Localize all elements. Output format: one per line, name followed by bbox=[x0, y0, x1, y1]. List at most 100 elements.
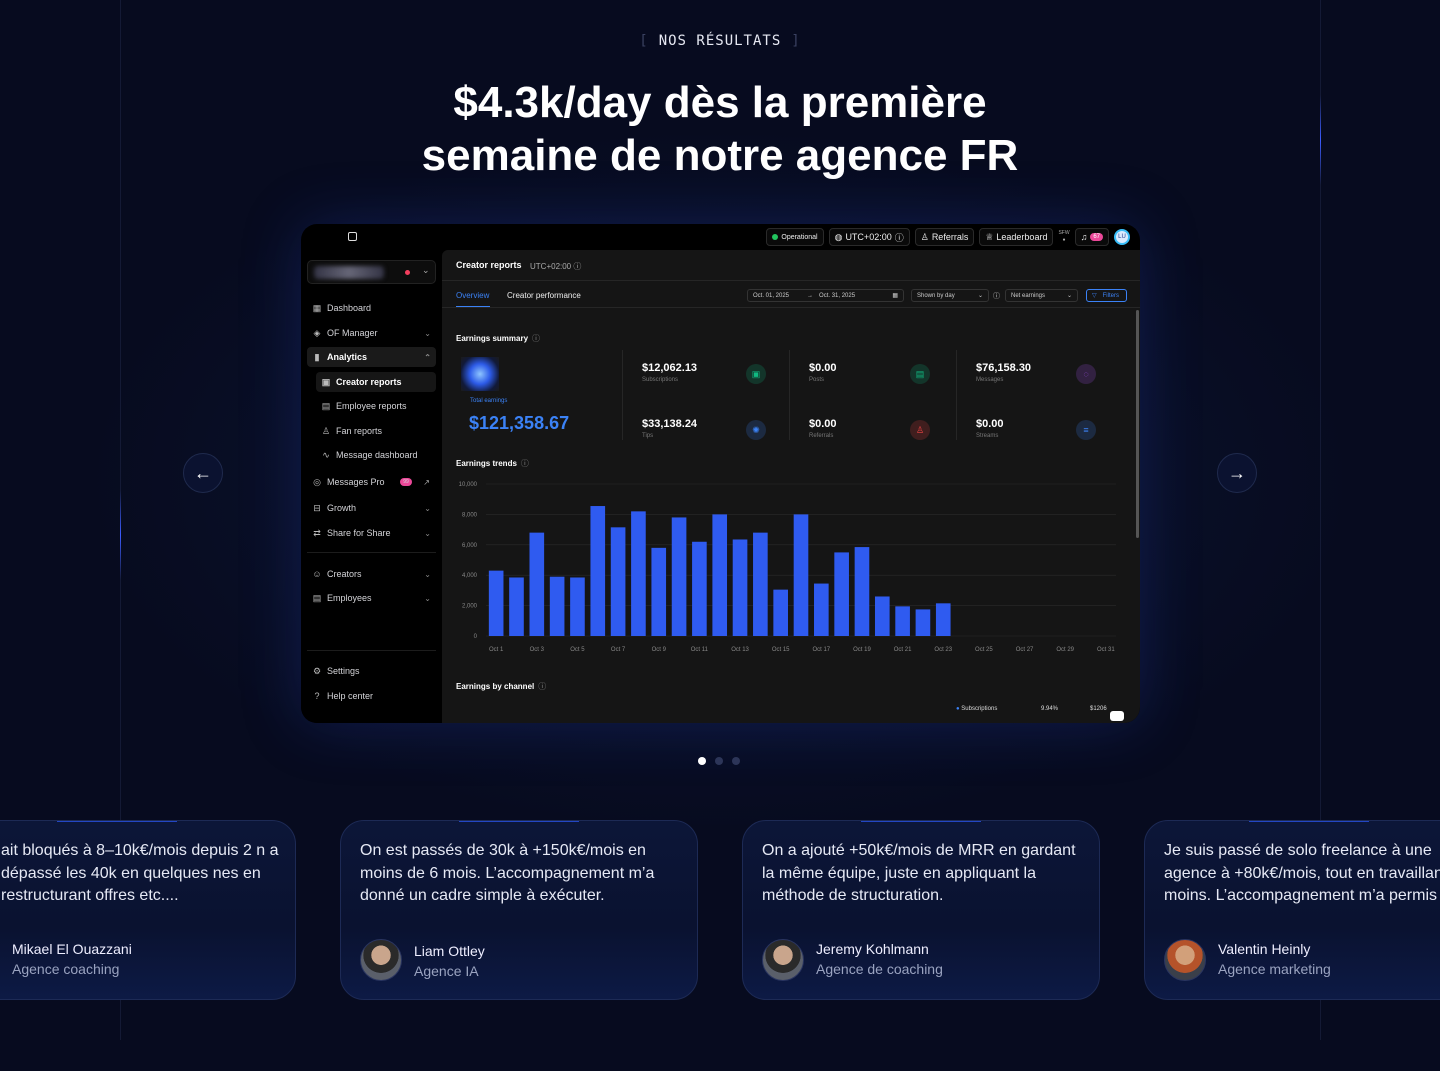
carousel-prev-button[interactable]: ← bbox=[183, 453, 223, 493]
bar[interactable] bbox=[692, 541, 707, 636]
bar[interactable] bbox=[651, 547, 667, 636]
testimonial-name: Mikael El Ouazzani bbox=[12, 941, 132, 957]
x-tick-label: Oct 7 bbox=[611, 647, 626, 653]
grid-line-left bbox=[120, 0, 121, 1040]
sidebar-item-share-for-share[interactable]: ⇄ Share for Share ⌄ bbox=[313, 527, 431, 539]
section-headline: $4.3k/day dès la première semaine de not… bbox=[421, 78, 1019, 180]
carousel-dot[interactable] bbox=[732, 757, 740, 765]
testimonial-role: Agence marketing bbox=[1218, 961, 1331, 977]
trophy-icon: ♕ bbox=[985, 231, 994, 242]
scrollbar[interactable] bbox=[1136, 310, 1139, 538]
sidebar-item-messages-pro[interactable]: ◎ Messages Pro 99 ↗ bbox=[313, 476, 430, 488]
kpi-label: Messages bbox=[976, 377, 1004, 383]
bar-chart-icon: ▮ bbox=[314, 351, 320, 362]
sidebar-item-dashboard[interactable]: ▦ Dashboard bbox=[312, 302, 372, 314]
y-tick-label: 6,000 bbox=[462, 543, 478, 549]
bar[interactable] bbox=[753, 532, 768, 636]
bar[interactable] bbox=[834, 552, 849, 636]
activity-icon: ∿ bbox=[322, 449, 330, 460]
earnings-trends-title: Earnings trends ⓘ bbox=[456, 459, 529, 468]
referrals-button[interactable]: ♙ Referrals bbox=[914, 228, 975, 246]
sidebar-item-of-manager[interactable]: ◈ OF Manager ⌄ bbox=[313, 327, 431, 339]
avatar bbox=[762, 939, 804, 981]
sidebar-item-settings[interactable]: ⚙ Settings bbox=[312, 665, 360, 677]
main-panel: Creator reports UTC+02:00 ⓘ Overview Cre… bbox=[442, 250, 1140, 723]
metric-select[interactable]: Net earnings ⌄ bbox=[1005, 289, 1078, 302]
x-tick-label: Oct 3 bbox=[530, 647, 545, 653]
y-tick-label: 0 bbox=[474, 634, 478, 640]
sidebar-item-fan-reports[interactable]: ♙ Fan reports bbox=[321, 425, 383, 437]
timezone-selector[interactable]: ◍ UTC+02:00 ⓘ bbox=[828, 228, 910, 246]
bar[interactable] bbox=[874, 596, 890, 636]
sidebar-item-creators[interactable]: ☺ Creators ⌄ bbox=[312, 569, 431, 579]
x-tick-label: Oct 5 bbox=[570, 647, 585, 653]
x-tick-label: Oct 15 bbox=[772, 647, 790, 653]
testimonial-role: Agence coaching bbox=[12, 961, 120, 977]
kpi-label: Streams bbox=[976, 433, 999, 439]
bar[interactable] bbox=[610, 527, 626, 636]
bar[interactable] bbox=[509, 577, 524, 636]
bar[interactable] bbox=[793, 514, 809, 636]
x-tick-label: Oct 31 bbox=[1097, 647, 1115, 653]
bar[interactable] bbox=[488, 570, 504, 636]
kpi-label: Tips bbox=[642, 433, 654, 439]
bar[interactable] bbox=[631, 511, 646, 636]
sidebar-item-analytics[interactable]: ▮ Analytics ⌃ bbox=[307, 347, 436, 367]
help-icon: ? bbox=[314, 691, 320, 701]
sidebar-toggle-icon[interactable] bbox=[348, 232, 357, 241]
testimonial-role: Agence de coaching bbox=[816, 961, 943, 977]
sidebar-item-growth[interactable]: ⊟ Growth ⌄ bbox=[313, 502, 431, 514]
carousel-next-button[interactable]: → bbox=[1217, 453, 1257, 493]
date-range-picker[interactable]: Oct. 01, 2025 → Oct. 31, 2025 ▦ bbox=[747, 289, 904, 302]
dashboard-window: Operational ◍ UTC+02:00 ⓘ ♙ Referrals ♕ Lead… bbox=[301, 224, 1140, 723]
bar[interactable] bbox=[712, 514, 728, 636]
page-title: Creator reports bbox=[456, 260, 522, 270]
bar[interactable] bbox=[732, 539, 748, 636]
filters-button[interactable]: ▽ Filters bbox=[1086, 289, 1127, 302]
arrow-right-icon: → bbox=[1228, 462, 1246, 483]
bar[interactable] bbox=[590, 506, 606, 636]
notifications-button[interactable]: ♫ 67 bbox=[1074, 228, 1109, 246]
total-earnings-value: $121,358.67 bbox=[469, 413, 570, 433]
tab-creator-performance[interactable]: Creator performance bbox=[507, 291, 581, 300]
bar[interactable] bbox=[529, 532, 545, 636]
testimonial-card: On est passés de 30k à +150k€/mois en mo… bbox=[340, 820, 698, 1000]
bar[interactable] bbox=[935, 603, 951, 636]
avatar[interactable]: LU bbox=[1114, 229, 1130, 245]
sidebar-item-message-dashboard[interactable]: ∿ Message dashboard bbox=[322, 449, 418, 461]
testimonial-card: Je suis passé de solo freelance à une ag… bbox=[1144, 820, 1440, 1000]
external-link-icon[interactable]: ↗ bbox=[423, 477, 430, 487]
kpi-value: $76,158.30 bbox=[976, 362, 1032, 374]
bar[interactable] bbox=[549, 576, 565, 636]
testimonial-quote: On a ajouté +50k€/mois de MRR en gardant… bbox=[762, 842, 1076, 904]
sidebar: ⌄ ▦ Dashboard ◈ OF Manager ⌄ ▮ Analytics ⌃ ▣ C… bbox=[301, 250, 442, 723]
grouping-select[interactable]: Shown by day ⌄ bbox=[911, 289, 989, 302]
carousel-dot[interactable] bbox=[698, 757, 706, 765]
bar[interactable] bbox=[773, 589, 788, 636]
sfw-toggle[interactable]: SFW ● bbox=[1058, 230, 1070, 243]
x-tick-label: Oct 13 bbox=[731, 647, 749, 653]
carousel-dot[interactable] bbox=[715, 757, 723, 765]
bar[interactable] bbox=[854, 547, 870, 636]
bar[interactable] bbox=[671, 517, 687, 636]
tab-overview[interactable]: Overview bbox=[456, 291, 490, 300]
chevron-down-icon: ⌄ bbox=[424, 528, 431, 538]
sidebar-item-help-center[interactable]: ? Help center bbox=[307, 686, 436, 706]
earnings-trends-chart: 10,000 8,000 6,000 4,000 2,000 0 Oct 1 Oct 3 Oct… bbox=[459, 482, 1116, 653]
account-switcher[interactable]: ⌄ bbox=[307, 260, 436, 284]
info-icon: ⓘ bbox=[573, 262, 582, 271]
sidebar-item-employees[interactable]: ▤ Employees ⌄ bbox=[312, 592, 431, 604]
sidebar-item-employee-reports[interactable]: ▤ Employee reports bbox=[321, 400, 407, 412]
section-eyebrow: [NOS RÉSULTATS] bbox=[639, 33, 801, 49]
leaderboard-button[interactable]: ♕ Leaderboard bbox=[979, 228, 1054, 246]
chat-widget-icon[interactable] bbox=[1110, 711, 1124, 721]
bar[interactable] bbox=[895, 606, 910, 636]
bar[interactable] bbox=[814, 583, 829, 636]
sidebar-item-creator-reports[interactable]: ▣ Creator reports bbox=[316, 372, 436, 392]
arrow-left-icon: ← bbox=[194, 462, 212, 483]
chevron-down-icon: ⌄ bbox=[1066, 293, 1072, 299]
grid-icon: ▦ bbox=[312, 302, 322, 313]
bar[interactable] bbox=[915, 609, 931, 636]
bar[interactable] bbox=[570, 577, 585, 636]
status-badge: Operational bbox=[766, 228, 824, 246]
